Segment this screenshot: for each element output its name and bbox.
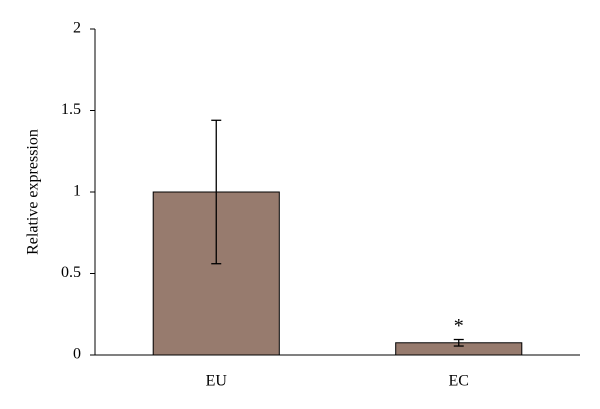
y-tick-label: 2	[73, 20, 81, 37]
error-bar	[453, 338, 464, 347]
annotation: *	[454, 315, 464, 337]
x-tick-label: EU	[206, 373, 228, 390]
y-tick-label: 1.5	[61, 101, 81, 118]
x-tick-label: EC	[449, 373, 469, 390]
y-tick-label: 1	[73, 183, 81, 200]
y-tick-label: 0.5	[61, 264, 81, 281]
y-axis-label: Relative expression	[25, 129, 42, 255]
y-tick-label: 0	[73, 346, 81, 363]
error-bar	[211, 119, 222, 265]
